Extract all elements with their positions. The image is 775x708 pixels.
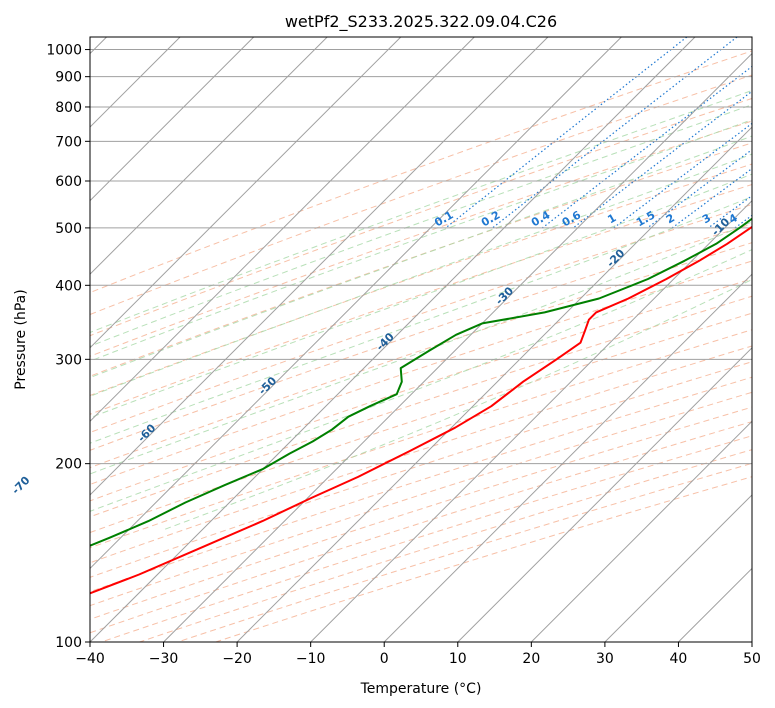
- moist-adiabat: [90, 249, 752, 512]
- isotherm-line: [457, 347, 752, 642]
- dry-adiabat: [90, 421, 752, 634]
- mixing-ratio-label: 0.4: [529, 208, 553, 229]
- x-tick-label: 30: [596, 651, 614, 667]
- isotherm-line: [678, 567, 752, 642]
- moist-adiabat: [90, 135, 752, 379]
- isotherm-line: [530, 420, 752, 642]
- isotherm-label: -20: [604, 246, 627, 269]
- isotherm-line: [90, 37, 549, 496]
- isotherm-line: [310, 199, 752, 642]
- mixing-ratio-line: [671, 167, 752, 229]
- moist-adiabat: [90, 104, 752, 347]
- isotherm-line: [751, 641, 752, 642]
- plot-frame: [89, 36, 753, 643]
- isotherm-line: [90, 37, 475, 423]
- x-tick-label: 20: [522, 651, 540, 667]
- mixing-ratio-line: [613, 122, 752, 229]
- x-tick-label: −40: [75, 651, 105, 667]
- moist-adiabat: [90, 119, 752, 362]
- background-lines: [90, 37, 752, 642]
- moist-adiabat: [90, 221, 752, 475]
- dry-adiabat: [90, 203, 752, 434]
- mixing-ratio-line: [445, 37, 688, 229]
- moist-adiabat: [90, 153, 752, 397]
- x-tick-label: 0: [380, 651, 389, 667]
- y-tick-label: 500: [55, 221, 82, 237]
- isotherm-label: -30: [493, 284, 516, 307]
- isotherm-line: [90, 37, 622, 570]
- isotherm-label: -50: [256, 374, 279, 397]
- dry-adiabat: [90, 329, 752, 549]
- isotherm-line: [90, 37, 402, 349]
- dry-adiabat: [90, 361, 752, 578]
- isotherm-label: -70: [9, 474, 32, 497]
- x-axis-label: Temperature (°C): [360, 681, 482, 697]
- y-tick-label: 800: [55, 100, 82, 116]
- isotherm-line: [236, 126, 752, 642]
- dry-adiabat: [90, 345, 752, 564]
- y-tick-label: 400: [55, 278, 82, 294]
- x-tick-label: −20: [222, 651, 252, 667]
- isotherm-line: [604, 494, 752, 642]
- dry-adiabat: [177, 462, 752, 642]
- mixing-ratio-line: [542, 65, 752, 229]
- dry-adiabat: [90, 183, 752, 415]
- mixing-ratio-label: 3: [700, 211, 713, 226]
- dry-adiabat: [90, 97, 752, 337]
- y-axis: 100 200 300 400 500 600 700 800 900 1000: [46, 43, 90, 651]
- y-tick-label: 300: [55, 352, 82, 368]
- mixing-ratio-line: [572, 90, 752, 229]
- y-axis-label: Pressure (hPa): [13, 289, 29, 389]
- data-series: [90, 217, 752, 595]
- dry-adiabat: [90, 142, 752, 377]
- grid-lines: [90, 37, 752, 642]
- isotherm-line: [383, 273, 752, 642]
- mixing-ratio-label: 1.5: [634, 208, 657, 229]
- y-tick-label: 900: [55, 70, 82, 86]
- y-tick-label: 1000: [46, 43, 82, 59]
- dry-adiabat: [90, 223, 752, 451]
- isotherm-line: [90, 37, 328, 275]
- y-tick-label: 100: [55, 635, 82, 651]
- dry-adiabat: [215, 476, 752, 642]
- y-tick-label: 200: [55, 457, 82, 473]
- dry-adiabat: [90, 120, 752, 357]
- dry-adiabat: [90, 391, 752, 607]
- dry-adiabat: [90, 242, 752, 469]
- mixing-ratio-line: [734, 214, 752, 229]
- x-tick-label: −30: [149, 651, 179, 667]
- dewpoint-profile: [90, 217, 752, 547]
- isotherm-line: [163, 52, 752, 642]
- x-tick-label: 40: [670, 651, 688, 667]
- mixing-ratio-label: 2: [664, 211, 677, 226]
- x-tick-label: 50: [743, 651, 761, 667]
- dry-adiabat: [90, 163, 752, 397]
- isotherm-line: [90, 37, 696, 642]
- y-tick-label: 700: [55, 134, 82, 150]
- chart-title: wetPf2_S233.2025.322.09.04.C26: [285, 12, 557, 32]
- x-tick-label: −10: [296, 651, 326, 667]
- isotherm-line: [90, 37, 255, 202]
- isotherm-label: -40: [374, 330, 397, 353]
- temperature-profile: [90, 225, 752, 595]
- x-axis: −40 −30 −20 −10 0 10 20 30 40 50: [75, 642, 761, 667]
- dry-adiabat: [90, 376, 752, 593]
- isotherm-label: -60: [135, 421, 158, 444]
- mixing-ratio-label: 1: [605, 211, 618, 226]
- dry-adiabat: [101, 435, 752, 642]
- y-tick-label: 600: [55, 174, 82, 190]
- x-tick-label: 10: [449, 651, 467, 667]
